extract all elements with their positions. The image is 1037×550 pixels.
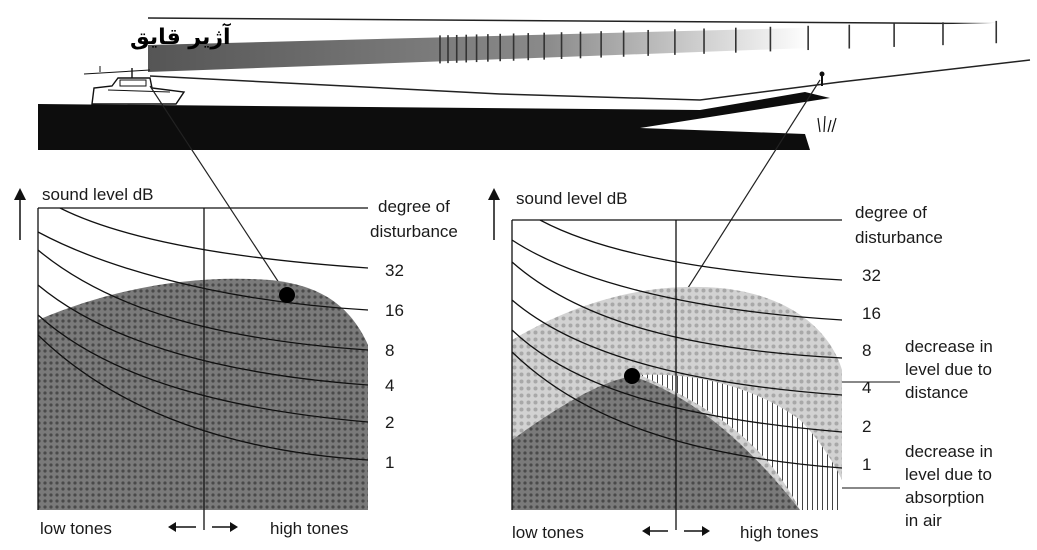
distance-annotation-1: decrease in — [905, 337, 993, 356]
left-sound-area — [38, 278, 368, 510]
contour-8 — [38, 249, 368, 351]
left-level-32: 32 — [385, 261, 404, 280]
right-absorption-area — [640, 374, 842, 510]
water-body — [38, 92, 830, 150]
contour-16 — [512, 239, 842, 321]
right-level-16: 16 — [862, 304, 881, 323]
absorption-annotation-4: in air — [905, 511, 942, 530]
right-remaining-area — [512, 376, 800, 510]
left-contours — [38, 208, 368, 461]
right-y-axis-label: sound level dB — [516, 189, 628, 208]
absorption-annotation-1: decrease in — [905, 442, 993, 461]
contour-1 — [512, 351, 842, 469]
person-icon — [819, 71, 825, 86]
left-x-low-label: low tones — [40, 519, 112, 538]
right-y-arrowhead — [488, 188, 500, 200]
right-level-4: 4 — [862, 378, 871, 397]
land-slope — [149, 59, 1031, 101]
right-x-high-label: high tones — [740, 523, 818, 542]
right-right-arrow-icon — [684, 526, 710, 536]
right-level-1: 1 — [862, 455, 871, 474]
left-level-1: 1 — [385, 453, 394, 472]
contour-1 — [38, 334, 368, 461]
contour-2 — [38, 314, 368, 423]
right-contours — [512, 220, 842, 469]
sky-line — [147, 17, 1031, 25]
right-disturbance-title-1: degree of — [855, 203, 927, 222]
left-y-arrowhead — [14, 188, 26, 200]
contour-2 — [512, 329, 842, 433]
contour-32 — [59, 208, 368, 269]
left-level-16: 16 — [385, 301, 404, 320]
contour-16 — [38, 231, 368, 311]
top-scene: آژیر قایق — [38, 17, 1031, 150]
left-level-8: 8 — [385, 341, 394, 360]
left-level-4: 4 — [385, 376, 394, 395]
right-left-arrow-icon — [642, 526, 668, 536]
left-left-arrow-icon — [168, 522, 196, 532]
left-level-2: 2 — [385, 413, 394, 432]
absorption-annotation-2: level due to — [905, 465, 992, 484]
right-level-32: 32 — [862, 266, 881, 285]
left-chart: sound level dB degree of disturbance 32 … — [14, 185, 458, 538]
contour-4 — [38, 284, 368, 386]
ray-boat-to-left-point — [149, 85, 288, 296]
beam-wave-bars — [439, 20, 998, 64]
distance-annotation-2: level due to — [905, 360, 992, 379]
contour-4 — [512, 299, 842, 396]
left-x-high-label: high tones — [270, 519, 348, 538]
contour-8 — [512, 261, 842, 359]
contour-32 — [539, 220, 842, 281]
absorption-annotation-3: absorption — [905, 488, 984, 507]
left-disturbance-title-1: degree of — [378, 197, 450, 216]
right-measure-point — [624, 368, 640, 384]
right-level-2: 2 — [862, 417, 871, 436]
left-measure-point — [279, 287, 295, 303]
header-label: آژیر قایق — [130, 22, 231, 50]
left-disturbance-title-2: disturbance — [370, 222, 458, 241]
right-x-low-label: low tones — [512, 523, 584, 542]
left-y-axis-label: sound level dB — [42, 185, 154, 204]
right-chart: sound level dB degree of disturbance 32 … — [488, 188, 993, 542]
reeds-icon — [817, 115, 837, 133]
right-level-8: 8 — [862, 341, 871, 360]
distance-annotation-3: distance — [905, 383, 968, 402]
boat-icon — [83, 66, 186, 105]
right-disturbance-title-2: disturbance — [855, 228, 943, 247]
sound-beam — [148, 22, 1030, 72]
left-right-arrow-icon — [212, 522, 238, 532]
